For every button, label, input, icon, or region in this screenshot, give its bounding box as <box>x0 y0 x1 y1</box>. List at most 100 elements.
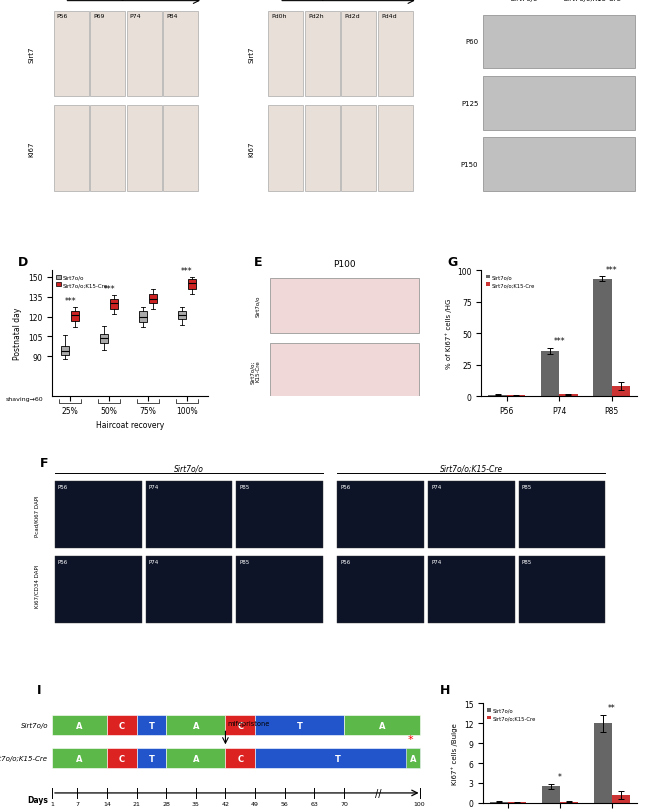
Text: 28: 28 <box>162 801 170 806</box>
Text: Sirt7ᴏ/ᴏ;K15-Cre: Sirt7ᴏ/ᴏ;K15-Cre <box>0 755 48 762</box>
Text: 35: 35 <box>192 801 200 806</box>
Text: Pd2d: Pd2d <box>344 14 360 19</box>
Bar <box>483 77 636 131</box>
Bar <box>107 715 136 736</box>
Bar <box>226 749 255 768</box>
Text: D: D <box>18 255 28 268</box>
Bar <box>163 12 198 97</box>
Bar <box>270 278 419 333</box>
Bar <box>612 795 630 803</box>
Text: G: G <box>447 255 458 268</box>
Bar <box>52 715 107 736</box>
Bar <box>378 12 413 97</box>
Text: Sirt7ᴏ/ᴏ: Sirt7ᴏ/ᴏ <box>255 295 261 317</box>
Text: **: ** <box>608 703 616 712</box>
Text: ***: *** <box>606 266 618 275</box>
Text: T: T <box>296 721 302 730</box>
Bar <box>53 106 88 191</box>
Legend: Sirt7ᴏ/ᴏ, Sirt7ᴏ/ᴏ;K15-Cre: Sirt7ᴏ/ᴏ, Sirt7ᴏ/ᴏ;K15-Cre <box>484 273 536 290</box>
Text: P85: P85 <box>239 560 250 564</box>
PathPatch shape <box>188 280 196 290</box>
Text: Ki67: Ki67 <box>29 141 34 157</box>
Text: P84: P84 <box>166 14 178 19</box>
Text: ***: *** <box>64 297 76 306</box>
Bar <box>341 106 376 191</box>
Bar <box>268 106 304 191</box>
Bar <box>255 749 420 768</box>
Bar <box>107 749 136 768</box>
Bar <box>226 715 255 736</box>
Text: A: A <box>76 753 83 762</box>
Text: P56: P56 <box>58 560 68 564</box>
Text: P74: P74 <box>148 560 159 564</box>
Bar <box>136 715 166 736</box>
Text: Pd2h: Pd2h <box>308 14 324 19</box>
Text: A: A <box>410 753 416 762</box>
Text: Sirt7ᴏ/ᴏ: Sirt7ᴏ/ᴏ <box>512 0 539 2</box>
Text: A: A <box>192 721 199 730</box>
Text: P56: P56 <box>58 485 68 490</box>
Text: Pd0h: Pd0h <box>272 14 287 19</box>
Text: 49: 49 <box>251 801 259 806</box>
Text: 100: 100 <box>414 801 426 806</box>
Bar <box>305 106 340 191</box>
Text: //: // <box>375 788 382 798</box>
Y-axis label: Postnatal day: Postnatal day <box>13 307 22 360</box>
Text: P85: P85 <box>522 485 532 490</box>
Bar <box>268 12 304 97</box>
Bar <box>490 801 508 803</box>
Text: Sirt7: Sirt7 <box>29 46 34 62</box>
Text: T: T <box>334 753 341 762</box>
Bar <box>255 715 344 736</box>
Text: P60: P60 <box>465 40 478 45</box>
Text: 63: 63 <box>310 801 318 806</box>
Bar <box>593 723 612 803</box>
Text: P74: P74 <box>148 485 159 490</box>
Text: A: A <box>192 753 199 762</box>
Bar <box>341 12 376 97</box>
Text: P85: P85 <box>239 485 250 490</box>
Text: C: C <box>237 721 243 730</box>
Bar <box>305 12 340 97</box>
PathPatch shape <box>138 312 147 323</box>
Text: Sirt7ᴏ/ᴏ: Sirt7ᴏ/ᴏ <box>21 723 48 728</box>
X-axis label: Haircoat recovery: Haircoat recovery <box>96 421 164 430</box>
Text: P56: P56 <box>341 485 350 490</box>
Text: ***: *** <box>181 267 192 276</box>
Text: P74: P74 <box>431 485 441 490</box>
Text: 56: 56 <box>281 801 289 806</box>
PathPatch shape <box>177 312 186 320</box>
Bar <box>166 715 226 736</box>
Text: P85: P85 <box>522 560 532 564</box>
Text: 14: 14 <box>103 801 111 806</box>
PathPatch shape <box>72 312 79 321</box>
Text: mifepristone: mifepristone <box>227 720 270 727</box>
Legend: Sirt7ᴏ/ᴏ, Sirt7ᴏ/ᴏ;K15-Cre: Sirt7ᴏ/ᴏ, Sirt7ᴏ/ᴏ;K15-Cre <box>486 706 538 722</box>
Text: P74: P74 <box>130 14 142 19</box>
Text: P100: P100 <box>333 260 356 268</box>
Text: T: T <box>148 721 154 730</box>
Bar <box>166 749 226 768</box>
Text: C: C <box>119 721 125 730</box>
Bar <box>90 106 125 191</box>
Text: *: * <box>408 734 413 744</box>
Text: 70: 70 <box>340 801 348 806</box>
Text: shaving→60: shaving→60 <box>5 397 43 401</box>
Bar <box>612 387 630 397</box>
Text: Days: Days <box>27 795 48 804</box>
Text: 42: 42 <box>222 801 229 806</box>
Text: Sirt7ᴏ/ᴏ;
K15-Cre: Sirt7ᴏ/ᴏ; K15-Cre <box>250 360 261 383</box>
Text: Sirt7ᴏ/ᴏ;K15-Cre: Sirt7ᴏ/ᴏ;K15-Cre <box>564 0 623 2</box>
Bar <box>593 280 612 397</box>
Bar <box>559 395 578 397</box>
Bar <box>163 106 198 191</box>
Text: 21: 21 <box>133 801 140 806</box>
Text: Sirt7ᴏ/ᴏ: Sirt7ᴏ/ᴏ <box>174 463 204 473</box>
Text: A: A <box>76 721 83 730</box>
Bar <box>270 344 419 399</box>
Bar <box>406 749 420 768</box>
Bar <box>127 106 162 191</box>
PathPatch shape <box>110 300 118 309</box>
Text: H: H <box>440 683 450 696</box>
Text: P125: P125 <box>461 101 478 106</box>
